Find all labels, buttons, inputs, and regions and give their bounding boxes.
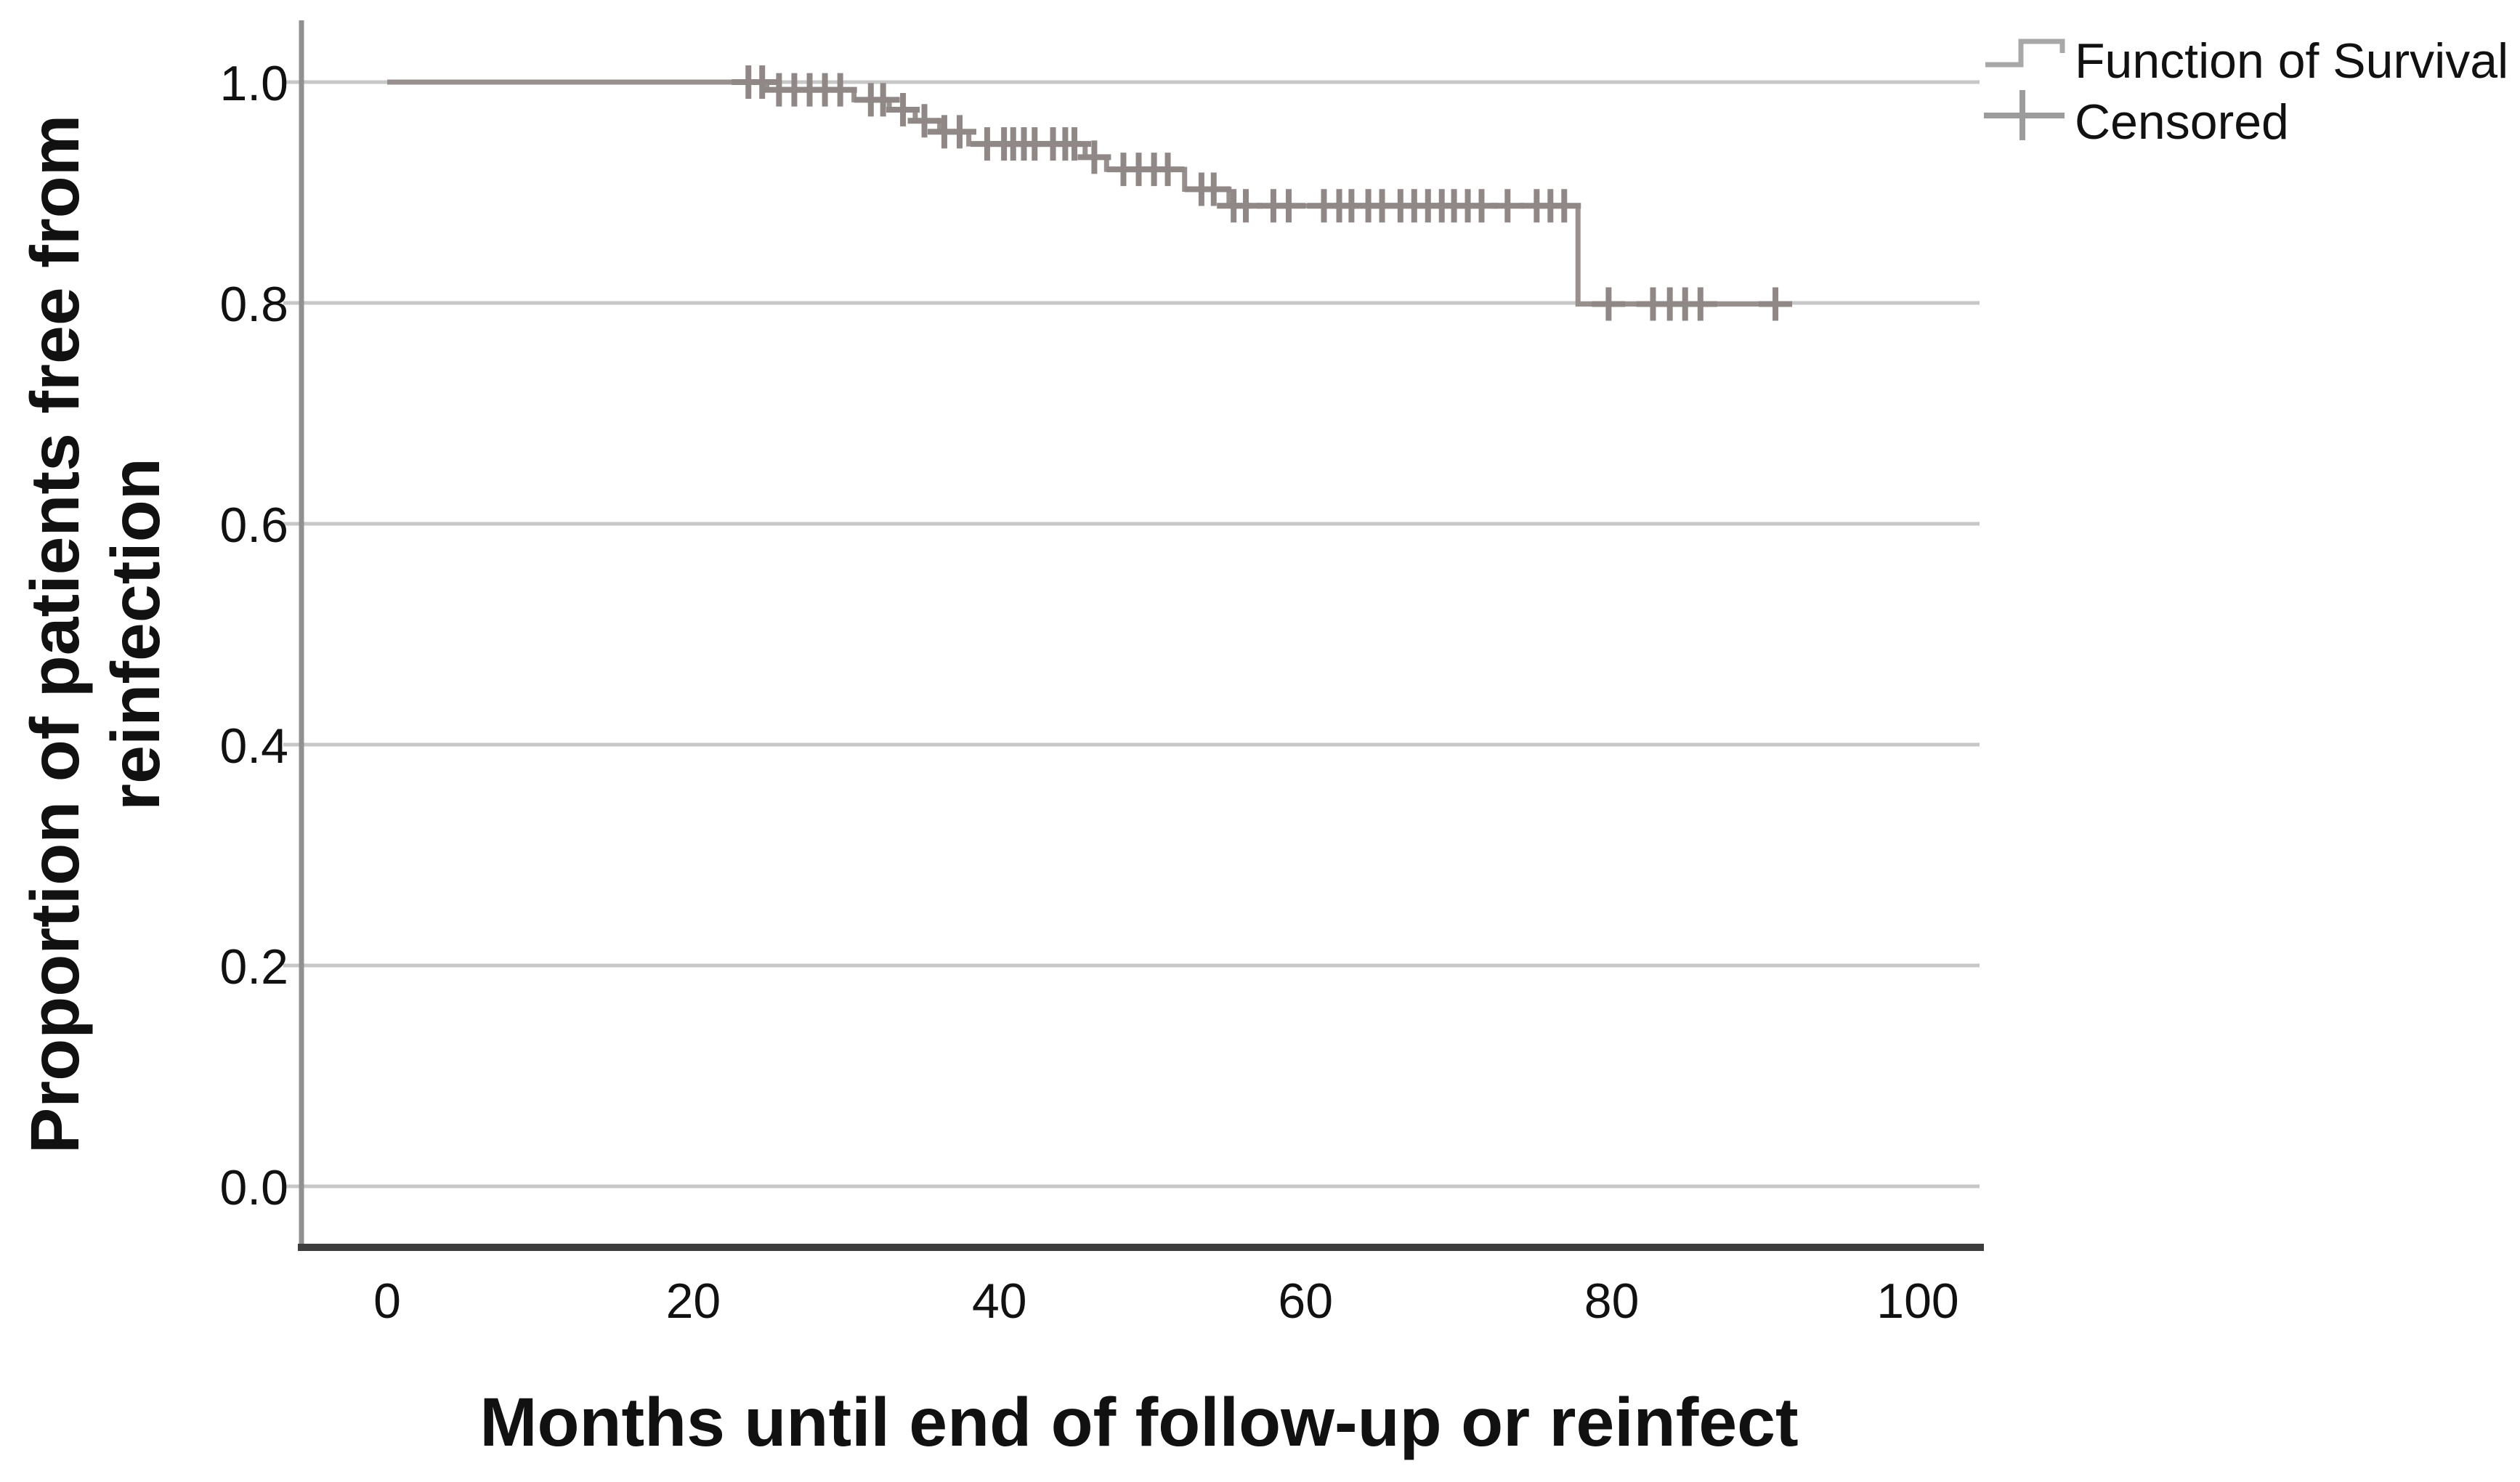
survival-step-icon [1985, 39, 2065, 68]
survival-curve [387, 79, 1785, 307]
censor-mark [943, 115, 977, 149]
censor-mark [1196, 172, 1231, 206]
gridlines [283, 80, 1980, 1189]
censored-plus-icon [1984, 90, 2065, 140]
censor-mark [1547, 189, 1581, 223]
censor-marks [732, 65, 1793, 321]
censor-mark [823, 73, 857, 107]
legend-item-function-of-survival: Function of Survival [2075, 33, 2508, 89]
x-tick-label-80: 80 [1584, 1274, 1640, 1329]
censor-mark [1683, 287, 1717, 321]
censor-mark [907, 104, 941, 138]
y-tick-label-0.6: 0.6 [219, 498, 288, 553]
x-tick-label-40: 40 [972, 1274, 1027, 1329]
y-tick-labels: 0.0 0.2 0.4 0.6 0.8 1.0 [219, 56, 288, 1215]
x-tick-label-60: 60 [1278, 1274, 1333, 1329]
censor-mark [1077, 140, 1111, 174]
y-tick-label-0.0: 0.0 [219, 1160, 288, 1215]
y-axis-title-line1: Proportion of patients free from [17, 115, 94, 1154]
censor-mark [1151, 153, 1185, 187]
y-tick-label-1.0: 1.0 [219, 56, 288, 111]
censor-mark [745, 65, 779, 99]
x-axis-title: Months until end of follow-up or reinfec… [479, 1384, 1798, 1461]
censor-mark [1491, 189, 1525, 223]
x-tick-labels: 0 20 40 60 80 100 [373, 1274, 1959, 1329]
censor-mark [1058, 127, 1092, 161]
censor-mark [1759, 287, 1793, 321]
x-tick-label-100: 100 [1876, 1274, 1958, 1329]
y-tick-label-0.8: 0.8 [219, 277, 288, 332]
censor-mark [866, 83, 900, 117]
legend: Function of Survival Censored [1984, 33, 2508, 150]
censor-mark [1592, 287, 1626, 321]
x-tick-label-20: 20 [666, 1274, 721, 1329]
legend-item-censored: Censored [2075, 94, 2289, 150]
censor-mark [886, 93, 920, 126]
y-tick-label-0.2: 0.2 [219, 939, 288, 995]
y-tick-label-0.4: 0.4 [219, 718, 288, 774]
x-tick-label-0: 0 [373, 1274, 401, 1329]
y-axis-title-line2: reinfection [97, 458, 174, 811]
censor-mark [1272, 189, 1306, 223]
